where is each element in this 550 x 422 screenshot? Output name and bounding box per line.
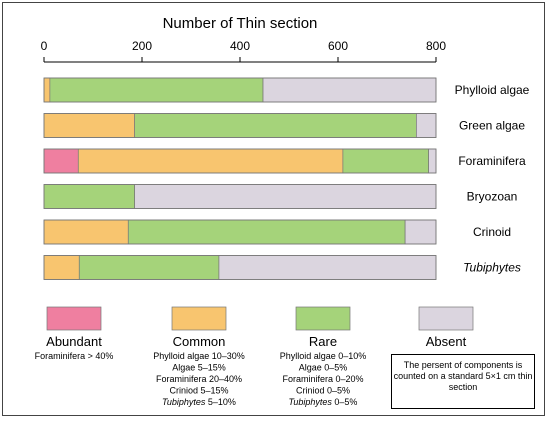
note-box: The persent of components is counted on … — [391, 354, 535, 409]
bar-outline — [43, 148, 437, 174]
bar-segment — [49, 77, 264, 103]
category-label: Foraminifera — [458, 154, 526, 168]
legend-title: Absent — [426, 334, 467, 349]
category-label: Bryozoan — [467, 190, 518, 204]
bar-segment — [416, 113, 437, 138]
legend-swatch — [418, 306, 474, 331]
bar-outline — [43, 184, 437, 209]
bar-segment — [342, 148, 429, 174]
category-label: Phylloid algae — [455, 83, 530, 97]
bar-segment — [218, 255, 437, 280]
bar-segment — [43, 148, 79, 174]
legend-description: Criniod 0–5% — [296, 386, 350, 396]
bar-segment — [43, 77, 51, 103]
category-label: Tubiphytes — [463, 261, 521, 275]
x-tick-label: 200 — [132, 39, 152, 53]
bar-segment — [127, 219, 406, 245]
bar-segment — [78, 255, 220, 280]
bar-outline — [43, 113, 437, 138]
legend-description: Algae 5–15% — [172, 363, 226, 373]
legend-swatch — [171, 306, 227, 331]
legend-description: Phylloid algae 0–10% — [280, 351, 367, 361]
legend-description: Tubiphytes 0–5% — [289, 397, 358, 407]
bar-segment — [77, 148, 344, 174]
bar-segment — [43, 184, 136, 209]
figure-frame — [2, 2, 545, 416]
category-label: Crinoid — [473, 225, 511, 239]
bar-segment — [134, 113, 417, 138]
category-label: Green algae — [459, 119, 525, 133]
bar-outline — [43, 219, 437, 245]
bar-segment — [43, 255, 80, 280]
x-tick-label: 800 — [426, 39, 446, 53]
chart-title: Number of Thin section — [163, 15, 318, 32]
bar-segment — [262, 77, 437, 103]
legend-title: Abundant — [46, 334, 102, 349]
legend-swatch — [295, 306, 351, 331]
bar-segment — [43, 219, 129, 245]
bar-outline — [43, 255, 437, 280]
x-tick-label: 0 — [41, 39, 48, 53]
legend-title: Rare — [309, 334, 337, 349]
bar-segment — [134, 184, 437, 209]
bar-segment — [43, 113, 136, 138]
legend-description: Algae 0–5% — [299, 363, 348, 373]
x-tick-label: 600 — [328, 39, 348, 53]
legend-description: Phylloid algae 10–30% — [153, 351, 245, 361]
legend-title: Common — [173, 334, 226, 349]
bar-outline — [43, 77, 437, 103]
legend-description: Tubiphytes 5–10% — [162, 397, 236, 407]
legend-description: Criniod 5–15% — [169, 386, 228, 396]
legend-description: Foraminifera > 40% — [35, 351, 114, 361]
legend-description: Foraminifera 0–20% — [282, 374, 363, 384]
legend-description: Foraminifera 20–40% — [156, 374, 242, 384]
legend-swatch — [46, 306, 102, 331]
x-tick-label: 400 — [230, 39, 250, 53]
bar-segment — [404, 219, 437, 245]
bar-segment — [428, 148, 437, 174]
